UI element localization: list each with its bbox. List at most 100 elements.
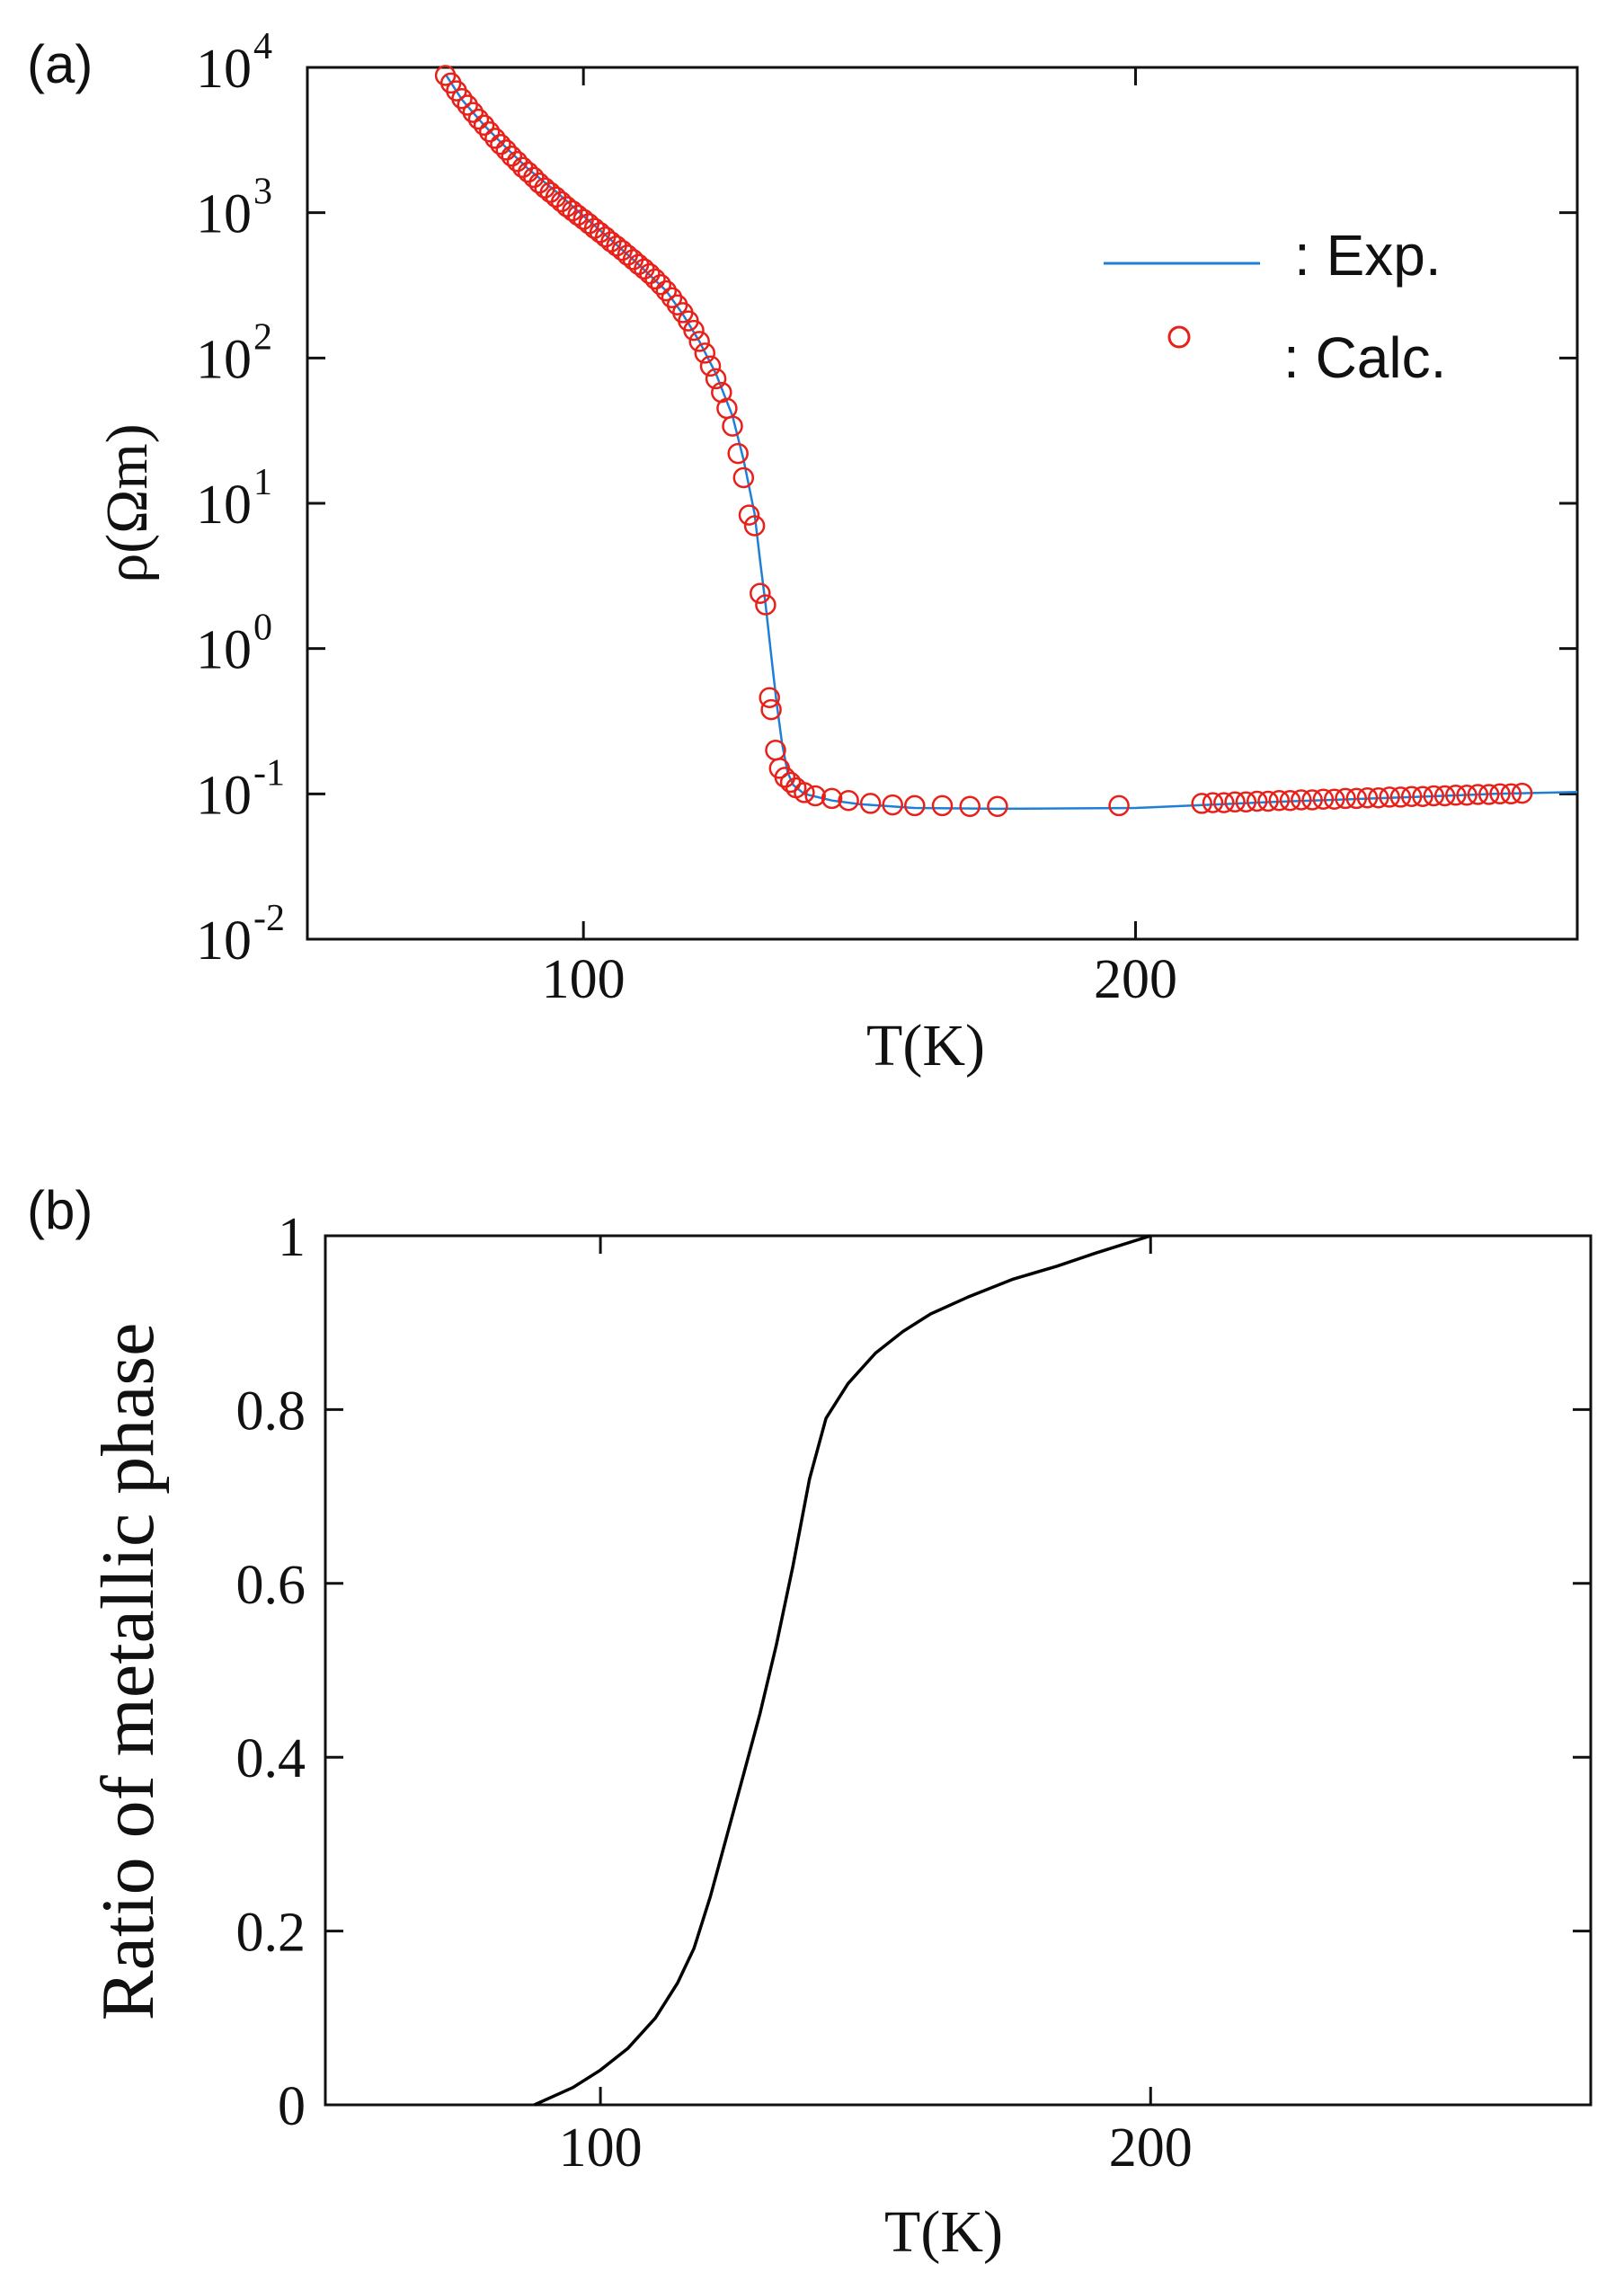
calc-marker [462,102,484,123]
panel-b-x-tick-labels: 100 200 [559,2117,1193,2179]
calc-marker [838,789,859,812]
calc-marker [688,331,710,352]
calc-marker [779,771,802,794]
calc-marker [1312,788,1335,810]
legend-calc-swatch [1167,325,1191,349]
calc-marker [1257,790,1279,812]
a-y-tick-label: 10 [196,765,252,826]
b-y-tick-label: 0.8 [236,1380,306,1442]
b-y-tick-label: 1 [278,1207,306,1268]
calc-marker [1356,786,1379,809]
calc-marker [743,515,766,537]
calc-marker [1368,786,1389,809]
calc-marker [644,268,666,290]
panel-a-label: (a) [27,34,93,94]
calc-marker [1467,784,1489,805]
calc-marker [1279,789,1301,812]
calc-marker [1268,789,1291,812]
calc-marker [1500,783,1522,805]
calc-marker [1213,792,1235,813]
a-y-tick-exponent: 4 [253,26,272,67]
calc-marker [1108,794,1130,817]
calc-marker [694,342,716,364]
calc-marker [722,415,743,437]
a-y-tick-exponent: 1 [253,462,272,503]
legend: : Exp. : Calc. [1104,223,1446,390]
calc-marker [959,795,981,818]
panel-b: (b) 0 0.2 0.4 0.6 0.8 1 100 200 T(K) Ratio of … [27,1180,1593,2265]
calc-marker [738,504,760,526]
calc-marker [759,687,780,708]
panel-a-x-tick-labels: 100 200 [542,949,1177,1010]
panel-a-x-axis-label: T(K) [866,1013,985,1078]
b-y-tick-label: 0 [278,2076,306,2137]
calc-marker [1400,785,1423,807]
b-y-tick-label: 0.6 [236,1555,306,1616]
calc-marker [821,787,843,810]
calc-marker [683,319,705,342]
calc-marker [1246,790,1268,812]
calc-marker [987,795,1008,818]
panel-b-y-axis-label: Ratio of metallic phase [86,1323,170,2021]
calc-marker [457,94,478,116]
calc-marker [1301,789,1323,811]
b-y-tick-label: 0.4 [236,1728,306,1789]
a-y-tick-label: 10 [196,39,252,100]
a-y-tick-label: 10 [196,620,252,681]
panel-b-plot-frame [324,1234,1593,2107]
a-y-tick-exponent: -2 [253,898,285,939]
calc-marker [1235,791,1257,813]
calc-marker [650,273,671,296]
b-y-tick-label: 0.2 [236,1903,306,1964]
a-y-tick-label: 10 [196,184,252,245]
a-y-tick-exponent: 2 [253,316,272,358]
calc-marker [501,146,523,167]
a-y-tick-exponent: 3 [253,172,272,213]
metallic-ratio-curve [533,1234,1151,2107]
a-y-tick-label: 10 [196,475,252,536]
calc-marker [1511,782,1533,804]
calc-marker [517,161,539,183]
a-x-tick-label: 100 [542,949,626,1010]
panel-b-y-tick-labels: 0 0.2 0.4 0.6 0.8 1 [236,1207,306,2137]
calc-marker [1202,792,1224,813]
calc-marker [1191,793,1212,814]
panel-b-ticks [325,1234,1591,2107]
calc-marker [523,166,545,189]
calc-marker [1456,785,1478,806]
calc-marker [451,87,473,110]
calc-marker [495,139,517,161]
calc-marker [1345,787,1368,810]
calc-marker [760,698,782,721]
calc-marker [1323,788,1345,810]
calc-marker [1291,789,1312,811]
calc-marker [705,368,727,390]
calc-marker [732,466,755,489]
calc-marker [490,133,511,155]
calc-marker [1224,791,1246,813]
calc-marker [1423,785,1445,807]
b-x-tick-label: 100 [559,2117,643,2179]
a-y-tick-exponent: 0 [253,608,272,649]
calc-marker [639,262,661,285]
a-x-tick-label: 200 [1094,949,1177,1010]
a-y-tick-label: 10 [196,329,252,390]
legend-calc-label: : Calc. [1283,325,1446,390]
series-exp-line [444,73,1578,811]
calc-marker [1489,783,1511,805]
calc-marker [931,794,954,817]
panel-a-y-axis-label: ρ(Ωm) [94,423,160,582]
calc-marker [1433,785,1456,807]
calc-marker [1445,785,1467,806]
calc-marker [755,594,777,616]
calc-marker [1389,786,1412,808]
calc-marker [804,785,826,807]
calc-marker [506,150,528,173]
a-y-tick-label: 10 [196,910,252,972]
series-calc-markers [434,65,1533,818]
calc-marker [794,782,815,803]
a-y-tick-exponent: -1 [253,752,285,794]
